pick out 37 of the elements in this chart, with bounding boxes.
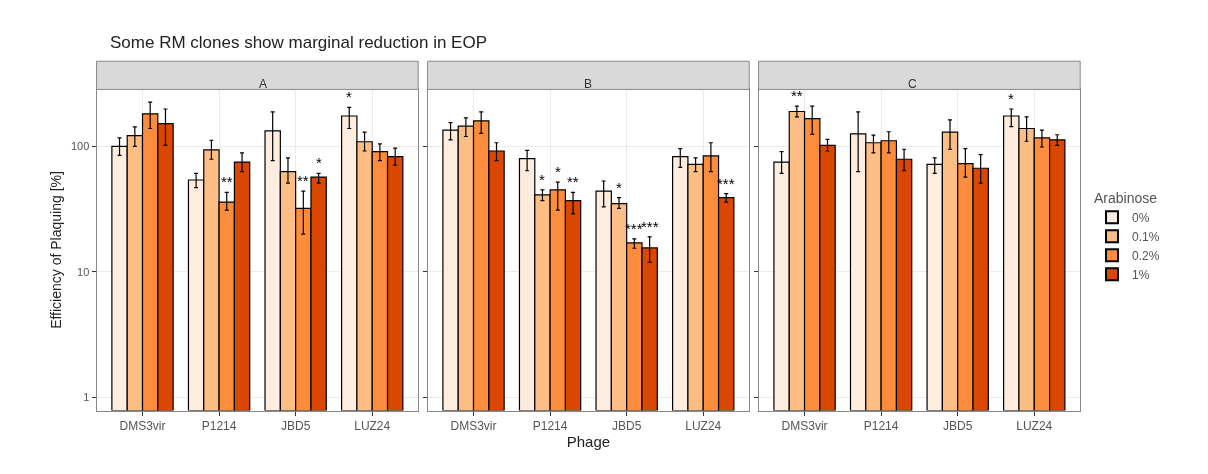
- y-tick-label: 1: [83, 390, 90, 403]
- x-tick-label: P1214: [201, 419, 237, 433]
- data-label: *: [616, 179, 622, 196]
- y-axis-title: Efficiency of Plaquing [%]: [47, 171, 64, 329]
- legend-title: Arabinose: [1093, 189, 1158, 206]
- legend-label: 1%: [1131, 267, 1150, 282]
- x-tick-label: JBD5: [943, 419, 973, 433]
- legend-label: 0.2%: [1131, 248, 1160, 263]
- x-tick-label: JBD5: [612, 419, 642, 433]
- x-tick-label: JBD5: [280, 419, 311, 433]
- data-label: ***: [641, 218, 659, 235]
- chart-subtitle: B: [584, 77, 593, 91]
- chart-subtitle: A: [259, 77, 268, 91]
- chart-subtitle: C: [908, 77, 917, 91]
- data-label: *: [539, 171, 545, 188]
- y-tick-label: 10: [77, 265, 90, 278]
- data-label: *: [316, 154, 322, 171]
- x-tick-label: P1214: [532, 419, 568, 433]
- x-tick-label: LUZ24: [685, 419, 722, 433]
- x-axis-title: Phage: [566, 433, 611, 450]
- x-tick-label: DMS3vir: [781, 419, 828, 433]
- x-tick-label: DMS3vir: [119, 419, 166, 433]
- legend-label: 0.1%: [1131, 229, 1160, 244]
- data-label: **: [297, 172, 309, 189]
- data-label: *: [1008, 90, 1014, 107]
- data-label: **: [791, 87, 803, 104]
- x-tick-label: LUZ24: [1016, 419, 1053, 433]
- data-label: **: [567, 173, 579, 190]
- y-tick-label: 100: [71, 140, 90, 153]
- data-label: **: [221, 173, 233, 190]
- data-label: *: [346, 88, 352, 105]
- x-tick-label: DMS3vir: [450, 419, 497, 433]
- x-tick-label: P1214: [863, 419, 899, 433]
- x-tick-label: LUZ24: [354, 419, 391, 433]
- data-label: *: [555, 163, 561, 180]
- legend-label: 0%: [1131, 210, 1150, 225]
- chart-title: Some RM clones show marginal reduction in EOP: [110, 33, 487, 52]
